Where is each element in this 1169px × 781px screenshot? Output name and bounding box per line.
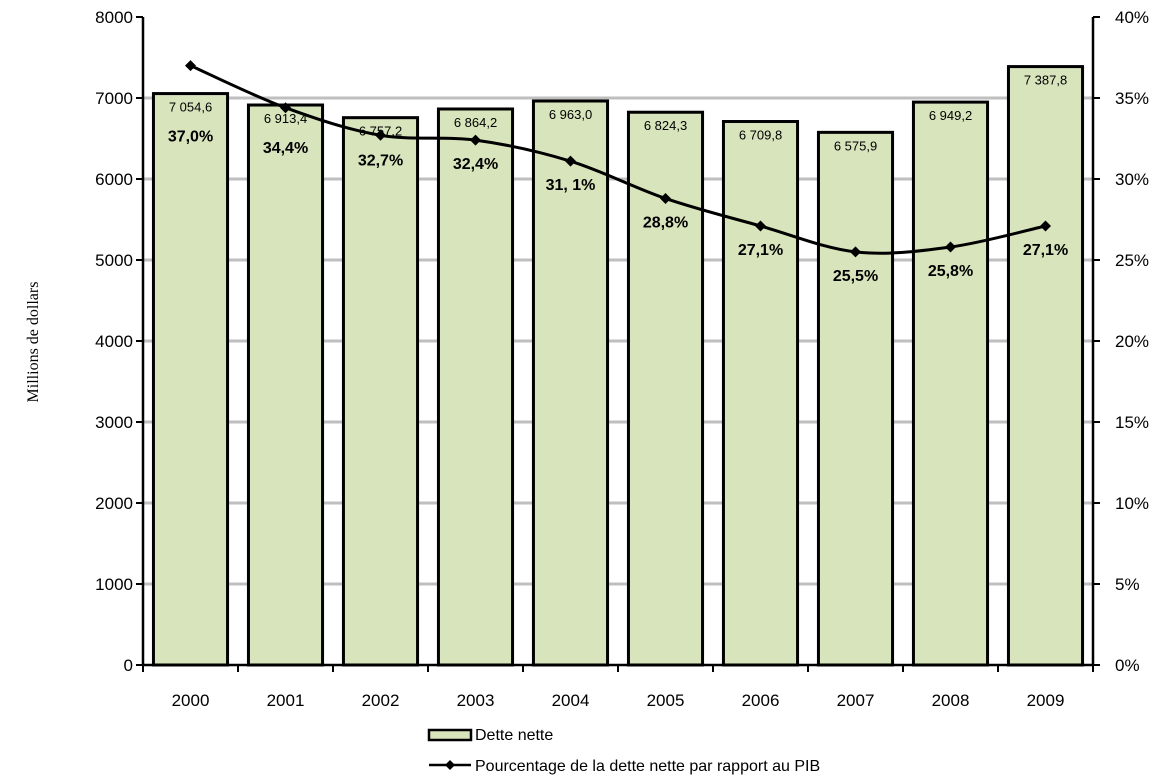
line-marker <box>185 60 196 72</box>
bar <box>246 103 325 667</box>
legend-line-label: Pourcentage de la dette nette par rappor… <box>475 758 820 775</box>
bar <box>531 99 610 667</box>
x-tick-label: 2009 <box>1027 691 1065 710</box>
bar <box>341 116 420 667</box>
percentage-label: 25,5% <box>833 268 878 285</box>
y2-tick-label: 5% <box>1115 575 1140 594</box>
y2-tick-label: 10% <box>1115 494 1149 513</box>
bar-value-label: 6 824,3 <box>644 118 687 133</box>
percentage-label: 31, 1% <box>546 177 596 194</box>
bar-value-label: 6 913,4 <box>264 111 307 126</box>
bar-value-label: 6 963,0 <box>549 107 592 122</box>
y2-tick-label: 20% <box>1115 332 1149 351</box>
bar-value-label: 6 709,8 <box>739 128 782 143</box>
y-tick-label: 4000 <box>95 332 133 351</box>
percentage-label: 37,0% <box>168 129 213 146</box>
line-marker <box>280 102 291 114</box>
line-marker <box>945 241 956 253</box>
y2-tick-label: 40% <box>1115 8 1149 27</box>
axes <box>136 16 1100 672</box>
legend: Dette nette Pourcentage de la dette nett… <box>427 727 820 775</box>
bar-labels: 7 054,66 913,46 757,26 864,26 963,06 824… <box>169 73 1067 154</box>
bar <box>721 120 800 667</box>
bar-value-label: 6 864,2 <box>454 115 497 130</box>
x-tick-label: 2004 <box>552 691 590 710</box>
percentage-label: 27,1% <box>1023 242 1068 259</box>
bar-value-label: 7 054,6 <box>169 100 212 115</box>
percentage-label: 32,7% <box>358 153 403 170</box>
legend-bar-label: Dette nette <box>475 727 553 744</box>
legend-line-marker <box>445 760 455 770</box>
line-marker <box>375 129 386 141</box>
x-tick-label: 2005 <box>647 691 685 710</box>
y-tick-label: 6000 <box>95 170 133 189</box>
bar <box>626 110 705 667</box>
y2-tick-label: 15% <box>1115 413 1149 432</box>
bar-value-label: 6 949,2 <box>929 108 972 123</box>
bar-value-label: 6 575,9 <box>834 138 877 153</box>
x-tick-label: 2007 <box>837 691 875 710</box>
percentage-label: 27,1% <box>738 242 783 259</box>
y2-tick-label: 25% <box>1115 251 1149 270</box>
x-tick-label: 2008 <box>932 691 970 710</box>
bars <box>151 65 1085 667</box>
percentage-label: 25,8% <box>928 263 973 280</box>
x-tick-labels: 2000 2001 2002 2003 2004 2005 2006 2007 2008 2009 <box>172 691 1065 710</box>
percentage-label: 34,4% <box>263 140 308 157</box>
bar <box>1006 65 1085 667</box>
y-tick-label: 8000 <box>95 8 133 27</box>
line-marker <box>755 220 766 232</box>
bar <box>911 100 990 667</box>
percentage-line <box>189 64 1046 255</box>
legend-bar-swatch <box>427 728 473 742</box>
bar-value-label: 7 387,8 <box>1024 73 1067 88</box>
line-marker <box>850 246 861 258</box>
x-tick-label: 2006 <box>742 691 780 710</box>
line-marker <box>660 192 671 204</box>
line-marker <box>1040 220 1051 232</box>
x-tick-label: 2003 <box>457 691 495 710</box>
x-tick-label: 2000 <box>172 691 210 710</box>
x-tick-label: 2002 <box>362 691 400 710</box>
y-axis-label: Millions de dollars <box>25 282 42 403</box>
line-marker <box>565 155 576 167</box>
y-tick-label: 1000 <box>95 575 133 594</box>
y2-tick-label: 35% <box>1115 89 1149 108</box>
y2-tick-labels: 0% 5% 10% 15% 20% 25% 30% 35% 40% <box>1115 8 1149 675</box>
y-tick-label: 0 <box>124 656 133 675</box>
percentage-label: 28,8% <box>643 214 688 231</box>
y-tick-labels: 0 1000 2000 3000 4000 5000 6000 7000 8000 <box>95 8 133 675</box>
y2-tick-label: 0% <box>1115 656 1140 675</box>
bar <box>151 92 230 667</box>
line-marker <box>470 134 481 146</box>
y-tick-label: 7000 <box>95 89 133 108</box>
y-tick-label: 2000 <box>95 494 133 513</box>
y-tick-label: 3000 <box>95 413 133 432</box>
line-markers <box>185 60 1051 258</box>
bar <box>816 130 895 667</box>
x-tick-label: 2001 <box>267 691 305 710</box>
percentage-label: 32,4% <box>453 156 498 173</box>
percentage-labels: 37,0% 34,4% 32,7% 32,4% 31, 1% 28,8% 27,1% 25,5… <box>168 129 1068 285</box>
bar <box>436 107 515 667</box>
y2-tick-label: 30% <box>1115 170 1149 189</box>
y-tick-label: 5000 <box>95 251 133 270</box>
